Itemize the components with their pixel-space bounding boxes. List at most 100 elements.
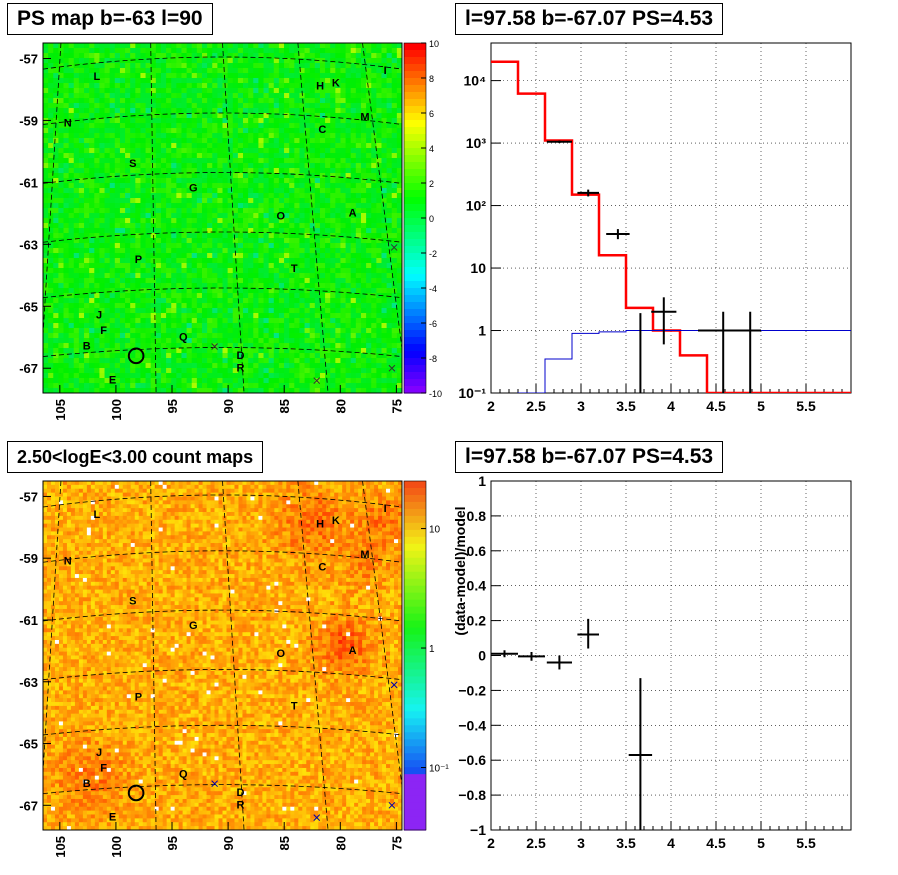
map-pixel	[145, 368, 152, 374]
map-pixel	[289, 323, 295, 329]
map-pixel	[155, 68, 162, 74]
map-pixel	[176, 373, 183, 379]
map-pixel	[73, 233, 80, 239]
map-pixel	[243, 308, 249, 314]
map-pixel	[350, 163, 357, 169]
map-pixel	[155, 278, 162, 284]
map-pixel	[212, 388, 218, 393]
map-pixel	[253, 63, 259, 69]
map-pixel	[94, 263, 101, 269]
map-pixel	[140, 218, 147, 224]
map-pixel	[360, 368, 367, 374]
map-pixel	[299, 193, 306, 199]
map-pixel	[330, 138, 336, 144]
map-pixel	[207, 183, 213, 189]
map-pixel	[350, 378, 357, 384]
map-pixel	[289, 233, 295, 239]
map-pixel	[171, 288, 177, 294]
map-pixel	[248, 133, 254, 139]
map-pixel	[145, 213, 152, 219]
map-pixel	[48, 343, 54, 349]
source-label: L	[93, 71, 100, 83]
map-pixel	[201, 203, 208, 209]
map-pixel	[396, 343, 402, 349]
map-pixel	[299, 353, 306, 359]
map-pixel	[104, 238, 111, 244]
map-pixel	[396, 258, 402, 264]
map-pixel	[319, 213, 326, 219]
map-pixel	[84, 153, 90, 159]
source-label: H	[316, 80, 324, 92]
map-pixel	[130, 368, 136, 374]
map-pixel	[73, 248, 80, 254]
map-pixel	[196, 278, 203, 284]
map-pixel	[78, 93, 85, 99]
map-pixel	[391, 248, 398, 254]
map-pixel	[284, 253, 290, 259]
map-pixel	[130, 98, 136, 104]
map-pixel	[222, 243, 229, 249]
map-pixel	[391, 83, 398, 89]
map-pixel	[145, 83, 152, 89]
map-pixel	[191, 278, 198, 284]
map-pixel	[119, 208, 126, 214]
map-pixel	[232, 348, 239, 354]
map-pixel	[160, 288, 167, 294]
map-pixel	[84, 353, 90, 359]
map-pixel	[248, 363, 254, 369]
map-pixel	[350, 303, 357, 309]
map-pixel	[314, 383, 321, 389]
map-pixel	[207, 323, 213, 329]
map-pixel	[227, 228, 234, 234]
map-pixel	[63, 313, 70, 319]
map-pixel	[53, 153, 59, 159]
map-pixel	[294, 258, 301, 264]
map-pixel	[222, 343, 229, 349]
map-pixel	[160, 188, 167, 194]
map-pixel	[119, 233, 126, 239]
map-pixel	[258, 378, 265, 384]
map-pixel	[381, 253, 388, 259]
map-pixel	[232, 183, 239, 189]
map-pixel	[325, 98, 331, 104]
map-pixel	[381, 128, 388, 134]
map-pixel	[360, 133, 367, 139]
map-pixel	[248, 373, 254, 379]
map-pixel	[325, 213, 331, 219]
map-pixel	[201, 228, 208, 234]
map-pixel	[155, 198, 162, 204]
map-pixel	[89, 128, 95, 134]
map-pixel	[166, 288, 172, 294]
map-pixel	[191, 368, 198, 374]
map-pixel	[191, 113, 198, 119]
map-pixel	[181, 338, 188, 344]
map-pixel	[309, 203, 316, 209]
map-pixel	[355, 173, 362, 179]
map-pixel	[125, 93, 131, 99]
map-pixel	[145, 128, 152, 134]
map-pixel	[284, 143, 290, 149]
map-pixel	[350, 168, 357, 174]
map-pixel	[63, 343, 70, 349]
map-pixel	[109, 298, 116, 304]
map-pixel	[104, 378, 111, 384]
map-pixel	[155, 183, 162, 189]
map-pixel	[89, 358, 95, 364]
map-pixel	[155, 358, 162, 364]
map-pixel	[207, 138, 213, 144]
map-pixel	[166, 198, 172, 204]
map-pixel	[68, 218, 75, 224]
map-pixel	[114, 148, 121, 154]
map-pixel	[289, 378, 295, 384]
map-pixel	[319, 313, 326, 319]
map-pixel	[171, 123, 177, 129]
map-pixel	[330, 178, 336, 184]
map-pixel	[350, 383, 357, 389]
map-pixel	[222, 163, 229, 169]
map-pixel	[304, 348, 311, 354]
map-pixel	[150, 283, 157, 289]
map-pixel	[78, 153, 85, 159]
map-pixel	[109, 213, 116, 219]
map-pixel	[125, 253, 131, 259]
map-pixel	[268, 283, 275, 289]
